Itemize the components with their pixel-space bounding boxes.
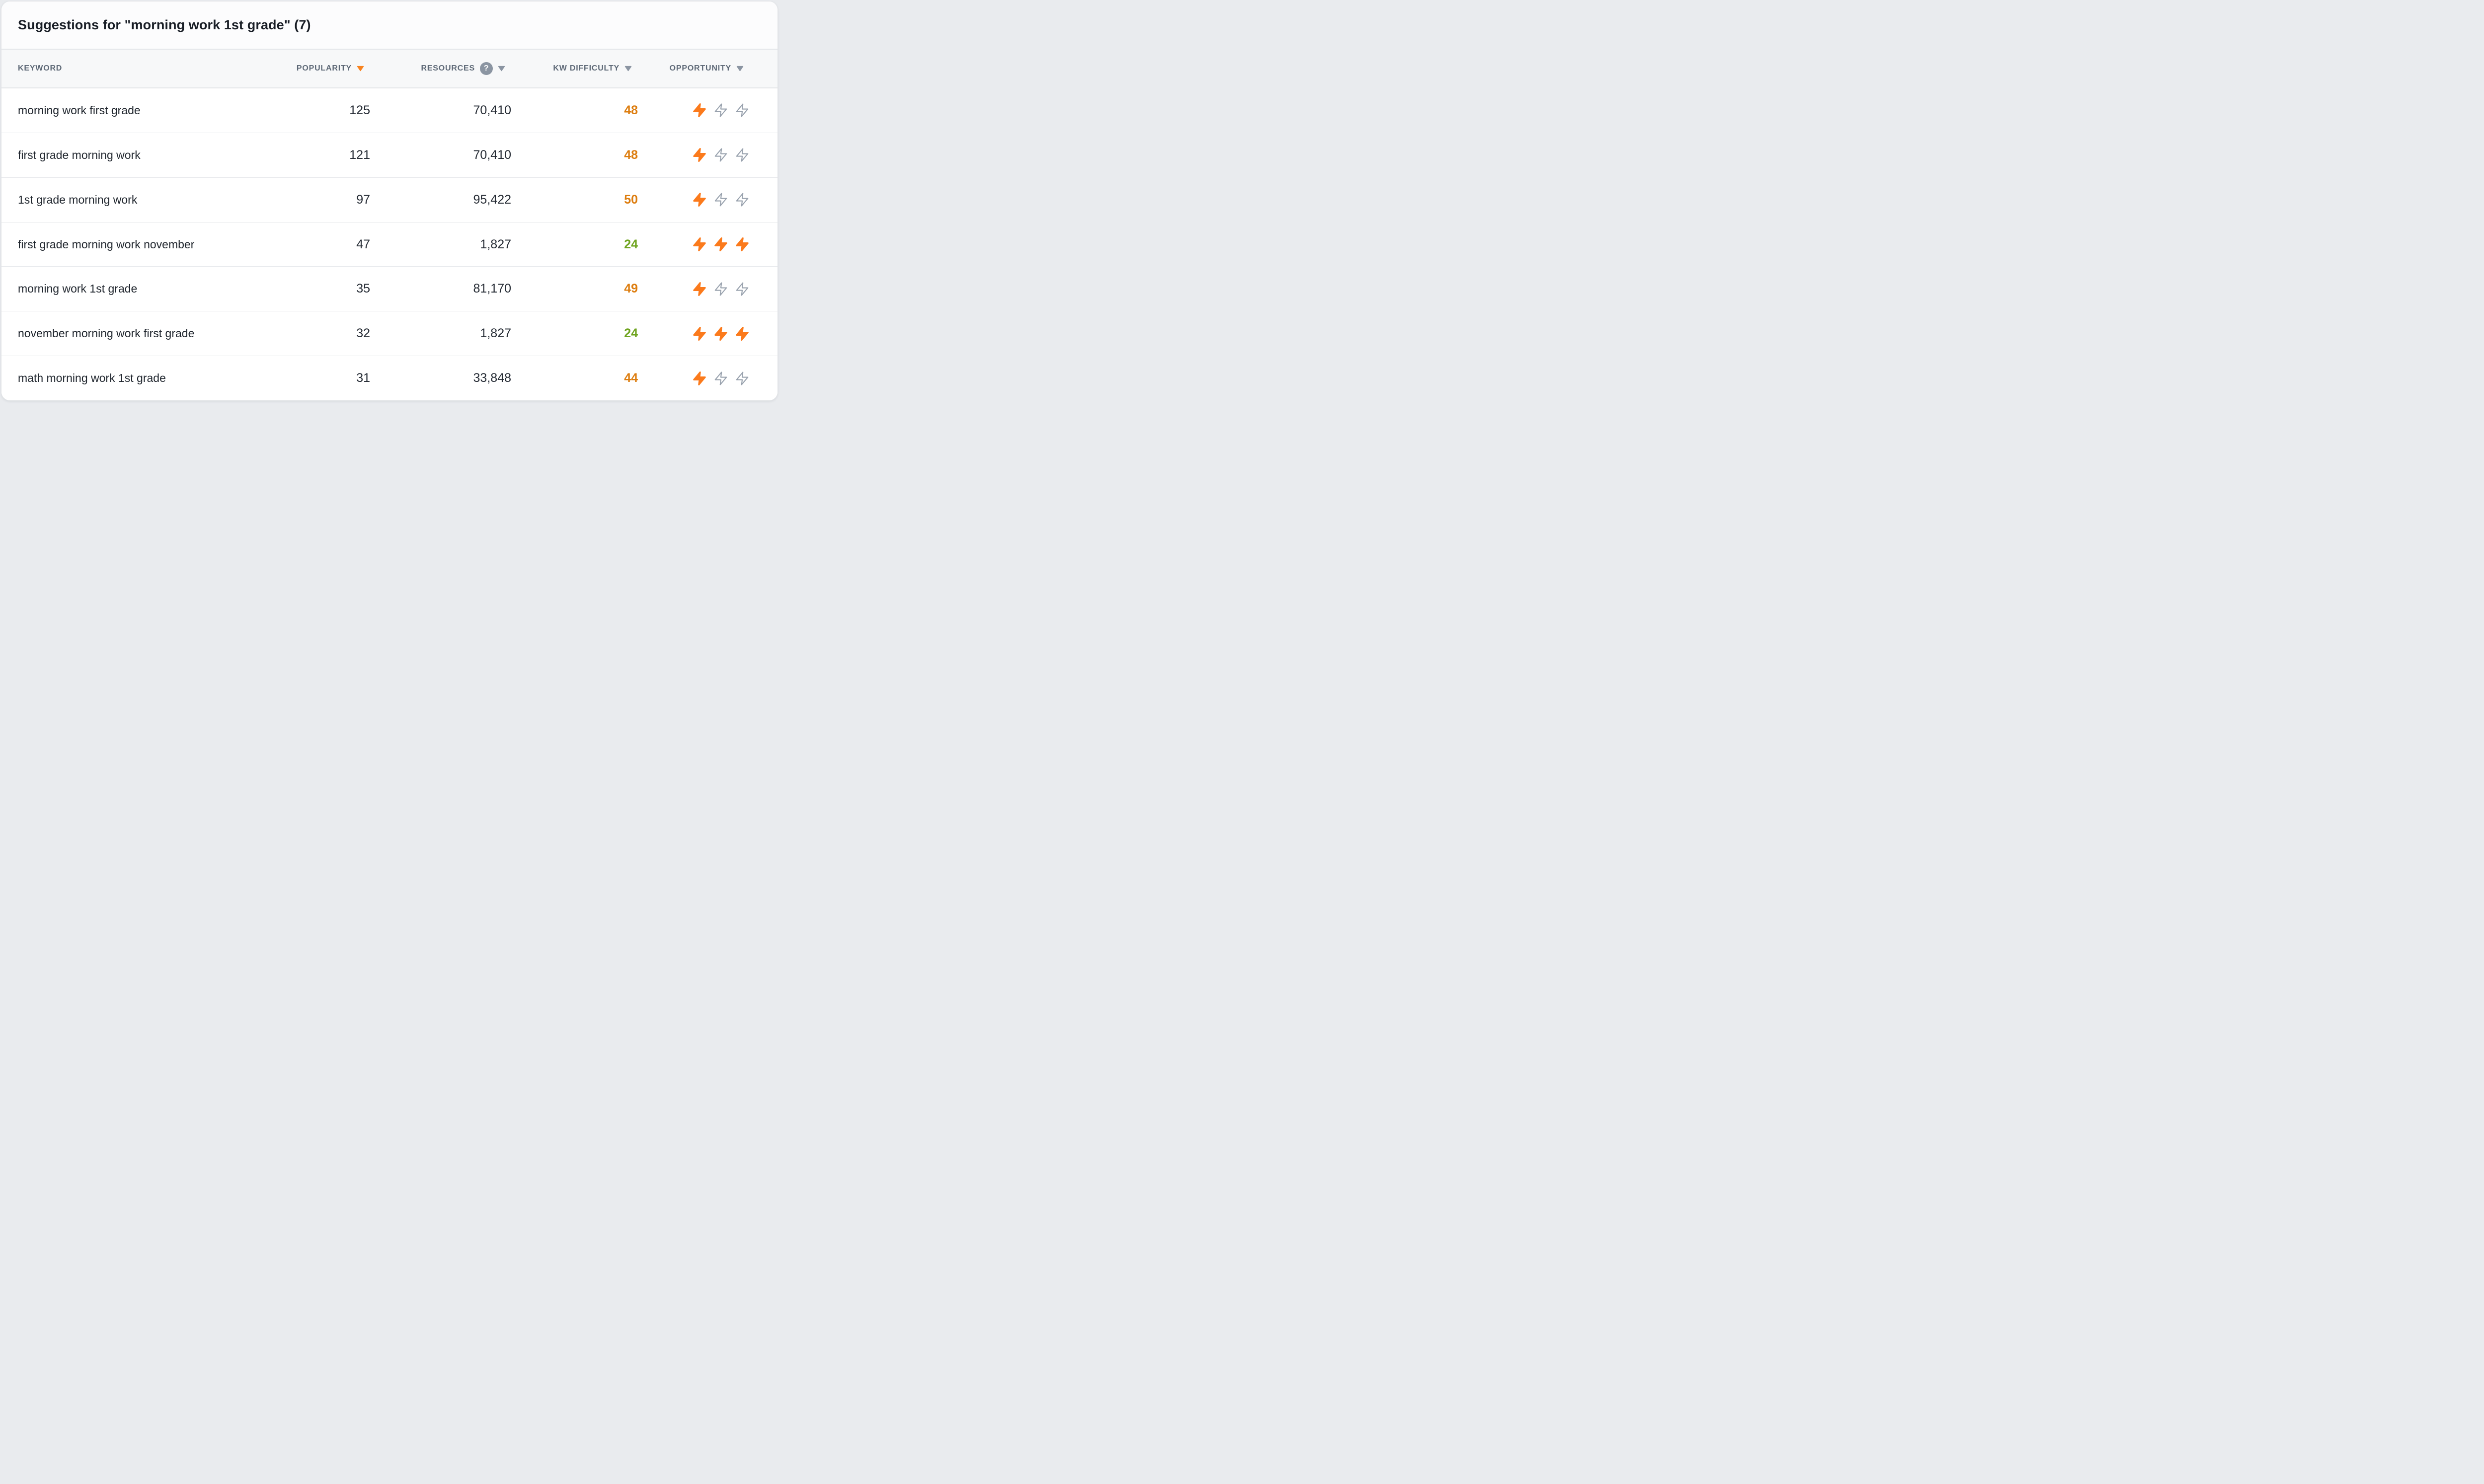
bolt-icon — [714, 148, 727, 162]
keyword-cell: morning work first grade — [18, 103, 141, 117]
table-header-row: KEYWORD POPULARITY RESOURCES ? KW DIFFIC… — [1, 50, 777, 88]
bolt-icon — [693, 237, 706, 251]
resources-cell: 33,848 — [473, 371, 511, 385]
bolt-icon — [736, 371, 749, 385]
column-header-resources[interactable]: RESOURCES ? — [370, 62, 511, 75]
bolt-icon — [736, 193, 749, 207]
bolt-icon — [693, 148, 706, 162]
table-row[interactable]: first grade morning work 121 70,410 48 — [1, 133, 777, 178]
opportunity-cell — [638, 147, 750, 163]
table-row[interactable]: morning work first grade 125 70,410 48 — [1, 88, 777, 133]
keyword-cell: first grade morning work — [18, 148, 141, 161]
bolt-icon — [714, 193, 727, 207]
page-title: Suggestions for "morning work 1st grade"… — [18, 17, 311, 32]
bolt-icon — [736, 103, 749, 117]
keyword-cell: november morning work first grade — [18, 327, 195, 340]
column-label: KEYWORD — [18, 64, 63, 73]
table-row[interactable]: first grade morning work november 47 1,8… — [1, 222, 777, 267]
opportunity-cell — [638, 281, 750, 297]
column-label: RESOURCES — [421, 64, 475, 73]
resources-cell: 1,827 — [480, 237, 511, 251]
sort-icon — [736, 66, 744, 72]
column-header-kw-difficulty[interactable]: KW DIFFICULTY — [511, 64, 638, 73]
popularity-cell: 32 — [356, 326, 370, 341]
sort-icon — [624, 66, 632, 72]
table-body: morning work first grade 125 70,410 48 f… — [1, 88, 777, 400]
opportunity-cell — [638, 236, 750, 252]
resources-cell: 95,422 — [473, 192, 511, 207]
resources-cell: 1,827 — [480, 326, 511, 341]
bolt-icon — [736, 282, 749, 296]
opportunity-cell — [638, 326, 750, 342]
bolt-icon — [693, 103, 706, 118]
bolt-icon — [736, 148, 749, 162]
table-row[interactable]: math morning work 1st grade 31 33,848 44 — [1, 356, 777, 400]
bolt-icon — [714, 371, 727, 385]
keyword-cell: 1st grade morning work — [18, 193, 138, 206]
popularity-cell: 47 — [356, 237, 370, 251]
table-row[interactable]: 1st grade morning work 97 95,422 50 — [1, 177, 777, 223]
suggestions-panel: Suggestions for "morning work 1st grade"… — [1, 1, 778, 401]
kw-difficulty-cell: 49 — [624, 282, 638, 296]
keyword-cell: math morning work 1st grade — [18, 371, 166, 385]
bolt-icon — [714, 103, 727, 117]
sort-icon — [498, 66, 505, 72]
popularity-cell: 121 — [349, 148, 370, 162]
column-header-opportunity[interactable]: OPPORTUNITY — [638, 64, 750, 73]
kw-difficulty-cell: 48 — [624, 103, 638, 117]
kw-difficulty-cell: 24 — [624, 326, 638, 341]
kw-difficulty-cell: 48 — [624, 148, 638, 162]
keyword-cell: morning work 1st grade — [18, 282, 138, 296]
column-label: POPULARITY — [296, 64, 352, 73]
column-header-keyword: KEYWORD — [18, 64, 276, 73]
bolt-icon — [693, 193, 706, 207]
column-label: OPPORTUNITY — [669, 64, 731, 73]
kw-difficulty-cell: 50 — [624, 192, 638, 207]
popularity-cell: 125 — [349, 103, 370, 117]
column-label: KW DIFFICULTY — [553, 64, 620, 73]
popularity-cell: 35 — [356, 282, 370, 296]
sort-desc-icon — [357, 66, 364, 72]
keyword-cell: first grade morning work november — [18, 237, 195, 251]
column-header-popularity[interactable]: POPULARITY — [276, 64, 370, 73]
kw-difficulty-cell: 24 — [624, 237, 638, 251]
bolt-icon — [736, 326, 749, 341]
opportunity-cell — [638, 192, 750, 208]
bolt-icon — [736, 237, 749, 251]
bolt-icon — [714, 326, 727, 341]
bolt-icon — [714, 282, 727, 296]
opportunity-cell — [638, 102, 750, 118]
resources-cell: 70,410 — [473, 103, 511, 117]
popularity-cell: 31 — [356, 371, 370, 385]
help-icon[interactable]: ? — [480, 62, 493, 75]
resources-cell: 81,170 — [473, 282, 511, 296]
resources-cell: 70,410 — [473, 148, 511, 162]
panel-header: Suggestions for "morning work 1st grade"… — [1, 1, 777, 50]
bolt-icon — [693, 371, 706, 385]
opportunity-cell — [638, 371, 750, 386]
table-row[interactable]: morning work 1st grade 35 81,170 49 — [1, 267, 777, 312]
kw-difficulty-cell: 44 — [624, 371, 638, 385]
bolt-icon — [693, 282, 706, 296]
table-row[interactable]: november morning work first grade 32 1,8… — [1, 311, 777, 357]
popularity-cell: 97 — [356, 192, 370, 207]
bolt-icon — [693, 326, 706, 341]
bolt-icon — [714, 237, 727, 251]
